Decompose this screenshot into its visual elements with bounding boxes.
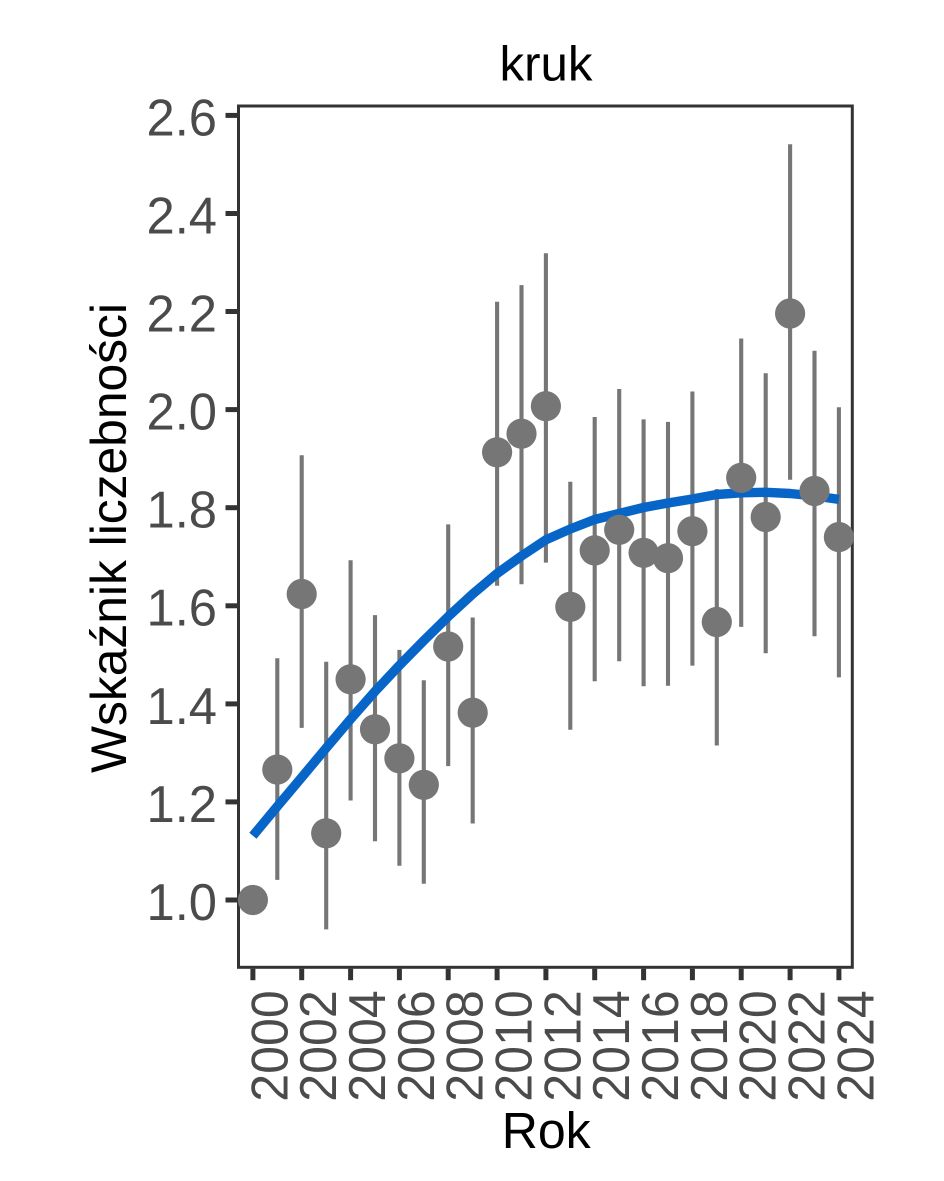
svg-text:2.0: 2.0	[147, 383, 218, 441]
svg-text:2004: 2004	[338, 990, 396, 1102]
svg-text:2014: 2014	[582, 990, 640, 1102]
svg-text:2016: 2016	[631, 990, 689, 1102]
svg-text:2020: 2020	[729, 990, 787, 1102]
svg-text:Rok: Rok	[502, 1102, 591, 1159]
svg-text:2002: 2002	[289, 990, 347, 1102]
svg-text:kruk: kruk	[500, 38, 593, 92]
svg-text:2008: 2008	[436, 990, 494, 1102]
svg-text:1.2: 1.2	[147, 775, 218, 833]
svg-text:2006: 2006	[387, 990, 445, 1102]
svg-text:1.6: 1.6	[147, 579, 218, 637]
svg-text:1.0: 1.0	[147, 873, 218, 931]
svg-text:2024: 2024	[826, 990, 884, 1102]
svg-text:2000: 2000	[240, 990, 298, 1102]
svg-text:Wskaźnik liczebności: Wskaźnik liczebności	[81, 303, 137, 773]
svg-text:2.2: 2.2	[147, 284, 218, 342]
svg-text:2.4: 2.4	[147, 186, 218, 244]
svg-text:2018: 2018	[680, 990, 738, 1102]
svg-text:2022: 2022	[778, 990, 836, 1102]
svg-text:2010: 2010	[485, 990, 543, 1102]
svg-text:1.8: 1.8	[147, 481, 218, 539]
svg-text:2.6: 2.6	[147, 88, 218, 146]
svg-text:2012: 2012	[533, 990, 591, 1102]
svg-text:1.4: 1.4	[147, 677, 218, 735]
